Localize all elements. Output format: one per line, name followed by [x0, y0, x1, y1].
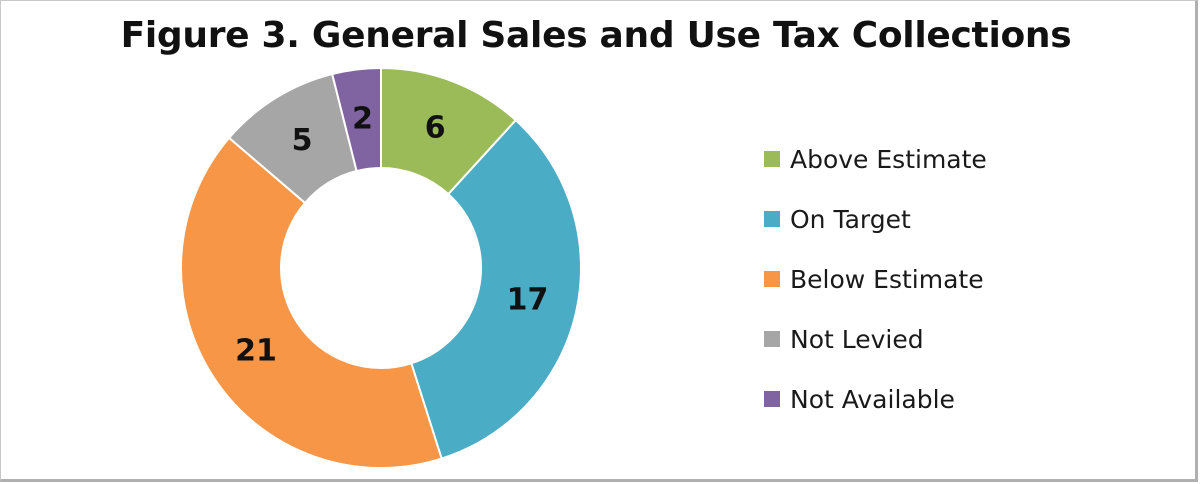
legend-label: Not Available — [790, 384, 955, 414]
legend-swatch — [764, 331, 780, 347]
legend-item-above-estimate: Above Estimate — [764, 129, 987, 189]
legend-swatch — [764, 271, 780, 287]
legend-label: Below Estimate — [790, 264, 984, 294]
legend: Above Estimate On Target Below Estimate Not… — [764, 129, 987, 429]
legend-label: Not Levied — [790, 324, 924, 354]
data-label-not-available: 2 — [352, 102, 373, 137]
legend-item-below-estimate: Below Estimate — [764, 249, 987, 309]
slice-not-available — [331, 66, 382, 173]
legend-swatch — [764, 211, 780, 227]
data-label-above-estimate: 6 — [425, 111, 446, 146]
legend-label: Above Estimate — [790, 144, 987, 174]
data-label-below-estimate: 21 — [235, 333, 277, 368]
legend-item-not-available: Not Available — [764, 369, 987, 429]
legend-swatch — [764, 151, 780, 167]
legend-item-on-target: On Target — [764, 189, 987, 249]
legend-item-not-levied: Not Levied — [764, 309, 987, 369]
slice-on-target — [410, 118, 582, 460]
slice-below-estimate — [180, 136, 443, 469]
legend-label: On Target — [790, 204, 911, 234]
chart-title: Figure 3. General Sales and Use Tax Coll… — [120, 15, 1072, 56]
data-label-on-target: 17 — [507, 283, 549, 318]
data-label-not-levied: 5 — [292, 123, 313, 158]
legend-swatch — [764, 391, 780, 407]
